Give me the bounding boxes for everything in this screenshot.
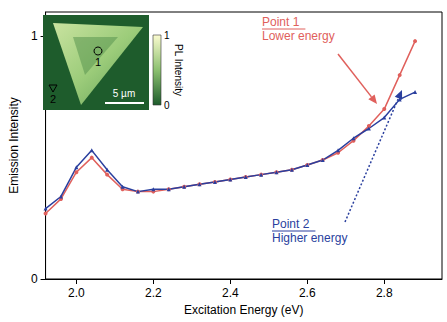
svg-text:1: 1 bbox=[95, 56, 101, 68]
svg-text:Point 2: Point 2 bbox=[272, 217, 310, 231]
svg-text:Lower energy: Lower energy bbox=[262, 29, 335, 43]
svg-text:2.0: 2.0 bbox=[68, 286, 85, 300]
svg-text:1: 1 bbox=[31, 29, 38, 43]
svg-text:2.2: 2.2 bbox=[145, 286, 162, 300]
svg-text:2.8: 2.8 bbox=[376, 286, 393, 300]
svg-text:1: 1 bbox=[164, 30, 170, 41]
svg-text:2.6: 2.6 bbox=[299, 286, 316, 300]
svg-text:0: 0 bbox=[164, 100, 170, 111]
svg-text:PL Intensity: PL Intensity bbox=[173, 44, 184, 96]
svg-text:Excitation Energy (eV): Excitation Energy (eV) bbox=[184, 303, 303, 317]
svg-text:5 µm: 5 µm bbox=[113, 88, 135, 99]
svg-text:Emission Intensity: Emission Intensity bbox=[7, 97, 21, 194]
svg-text:Higher energy: Higher energy bbox=[272, 231, 347, 245]
svg-text:Point 1: Point 1 bbox=[262, 15, 300, 29]
svg-text:2.4: 2.4 bbox=[222, 286, 239, 300]
svg-text:0: 0 bbox=[31, 272, 38, 286]
svg-text:2: 2 bbox=[50, 93, 56, 105]
